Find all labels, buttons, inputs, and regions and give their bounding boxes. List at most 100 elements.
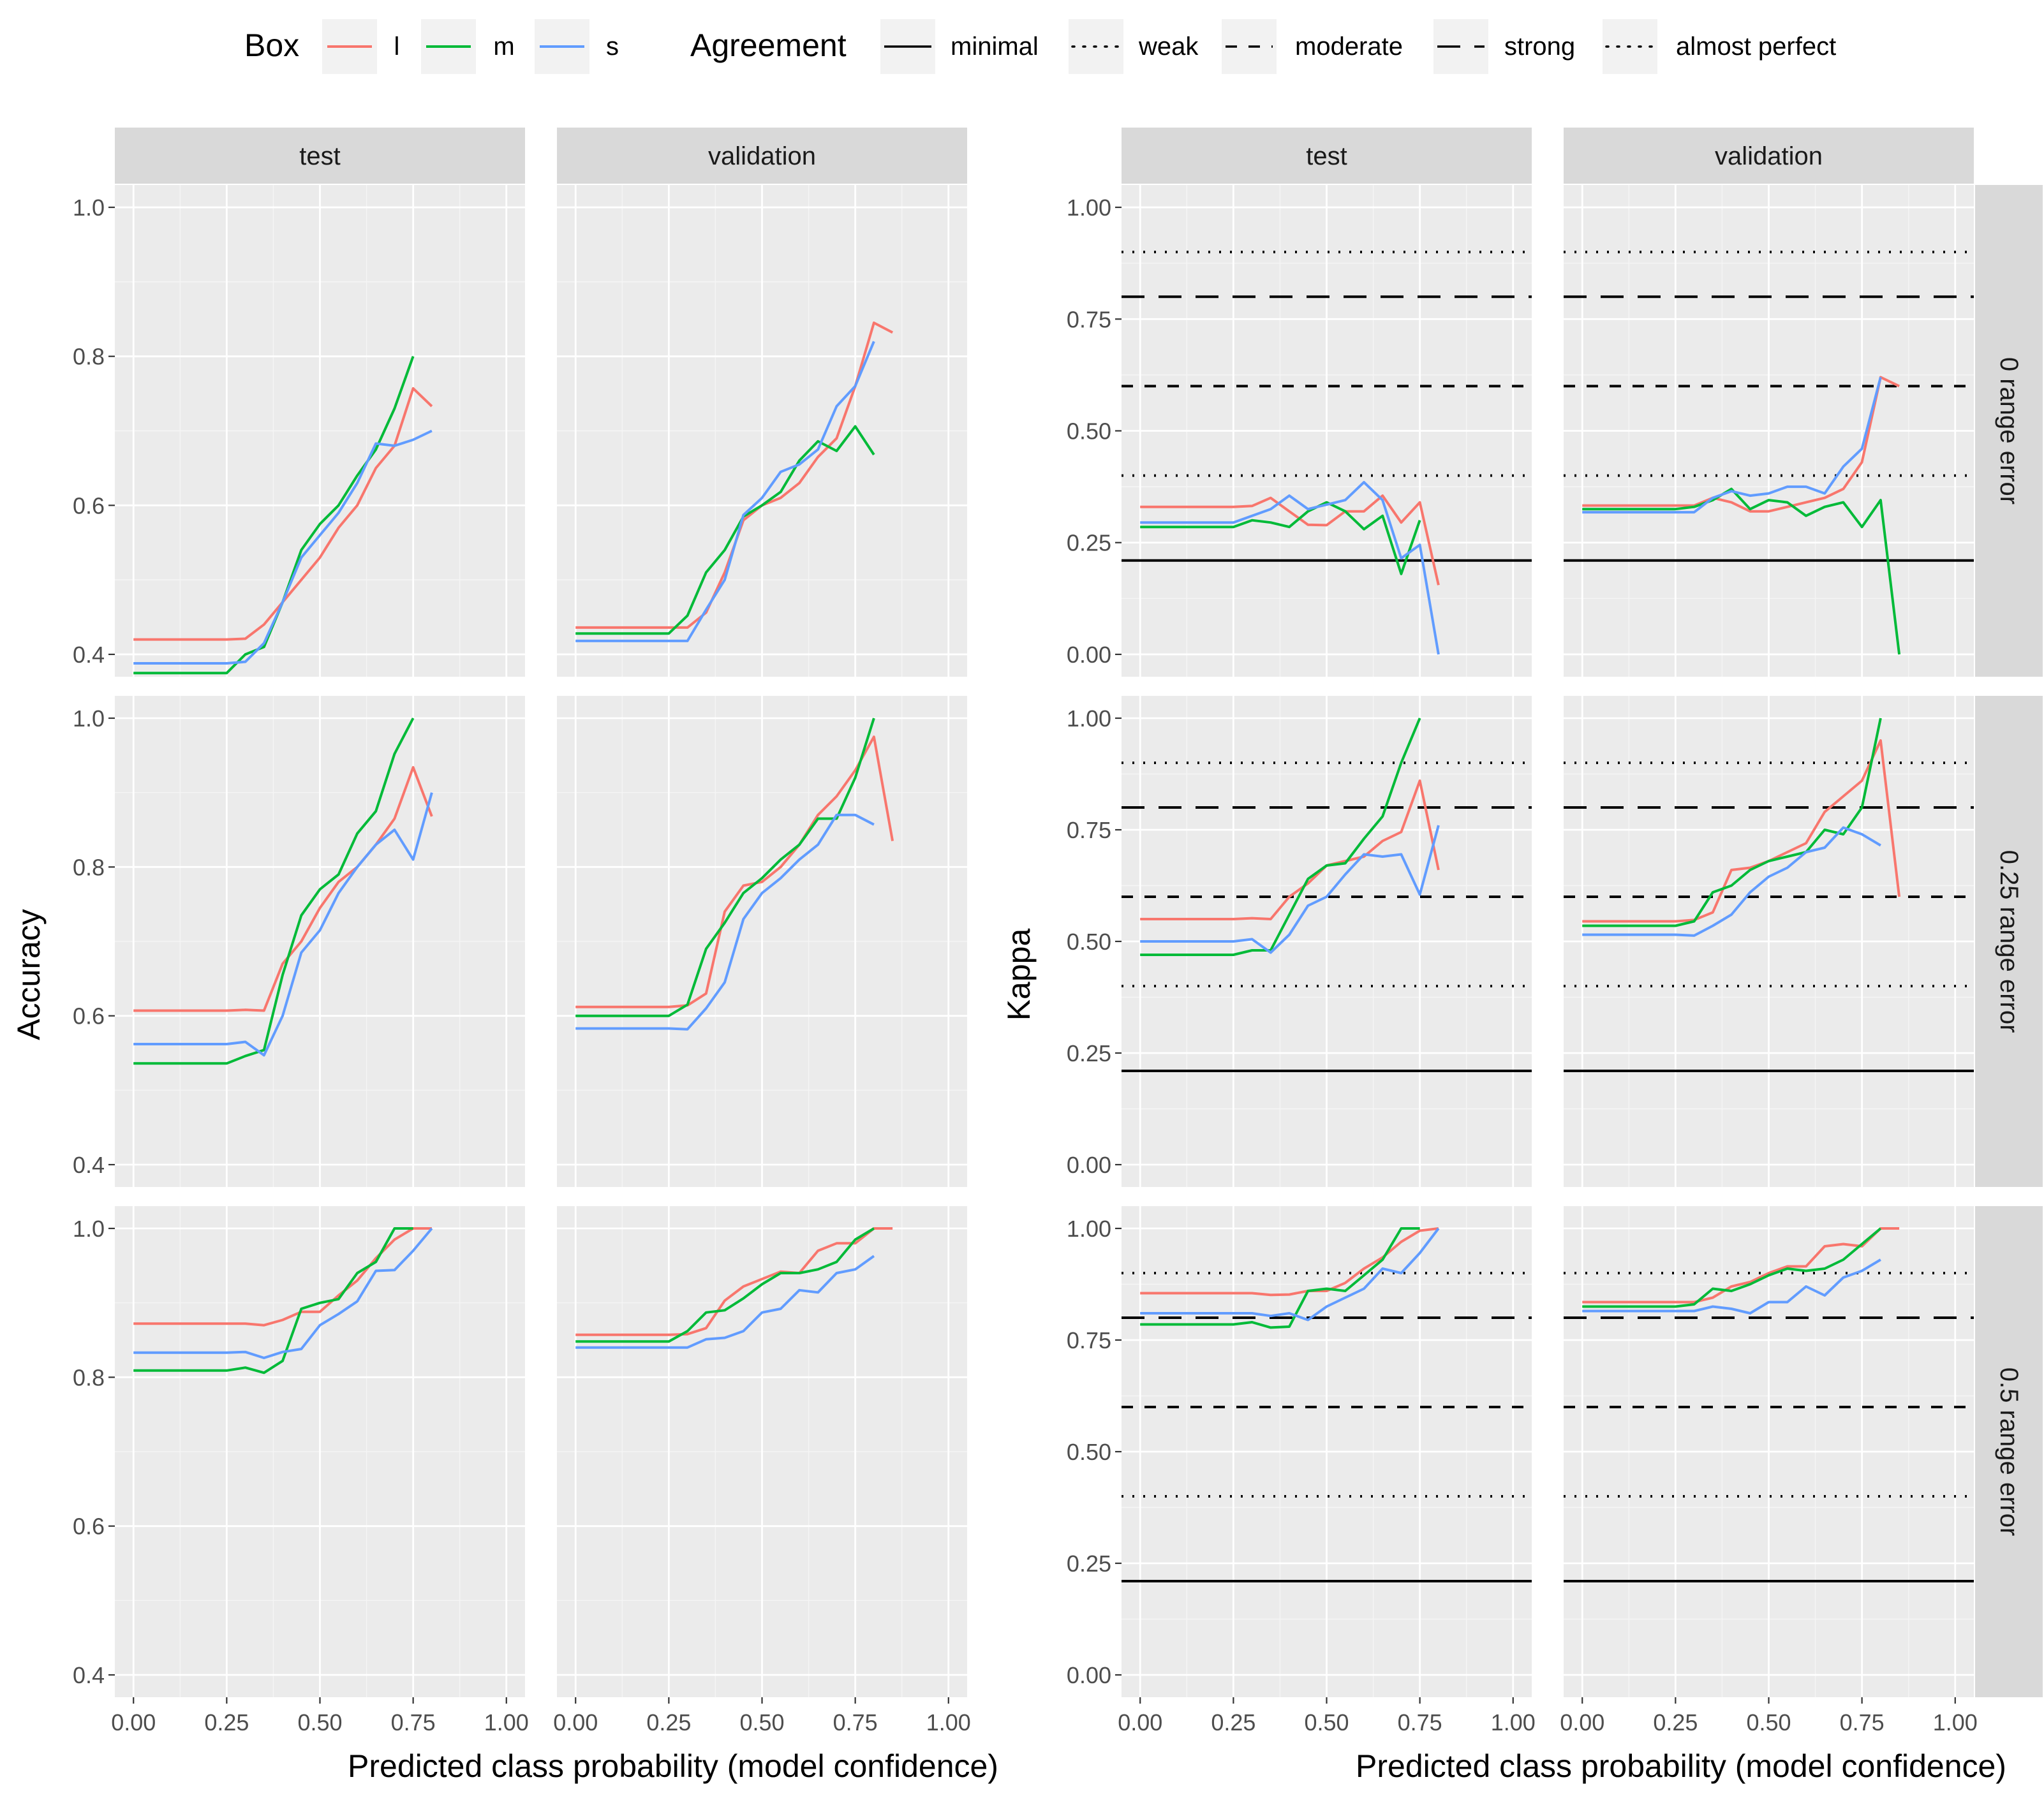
series-line-m (1582, 718, 1882, 927)
x-tick-label: 0.00 (111, 1709, 156, 1735)
panel-kappa-test-025-range-error: 0.00 0.25 0.50 0.75 1.00 (1067, 696, 1532, 1187)
y-tick-label: 0.50 (1067, 418, 1111, 445)
series-line-s (1140, 1227, 1440, 1322)
y-tick-label: 0.50 (1067, 1439, 1111, 1465)
row-strip-label: 0.25 range error (1995, 850, 2023, 1033)
series-line-l (1140, 1227, 1439, 1297)
series-line-m (1582, 487, 1901, 655)
series-line-s (133, 792, 433, 1057)
y-tick-label: 1.00 (1067, 195, 1111, 221)
series-line-s (575, 1255, 875, 1349)
y-tick-label: 0.6 (73, 1514, 105, 1540)
y-tick-label: 0.75 (1067, 306, 1111, 332)
series-line-l (1140, 779, 1440, 920)
y-tick-label: 0.4 (73, 1662, 105, 1688)
right-y-axis-title: Kappa (1001, 929, 1037, 1021)
series-line-l (575, 735, 894, 1008)
x-tick-label: 0.50 (739, 1709, 784, 1735)
series-line-s (133, 429, 433, 665)
x-tick-label: 0.75 (833, 1709, 878, 1735)
series-line-m (575, 1227, 875, 1343)
series-line-s (133, 1227, 433, 1359)
panel-accuracy-test-025-range-error: 0.4 0.6 0.8 1.0 (73, 696, 525, 1187)
x-tick-label: 0.50 (1304, 1709, 1349, 1735)
panel-kappa-validation-025-range-error: 0.25 range error (1564, 696, 2043, 1187)
series-line-m (133, 718, 415, 1065)
x-tick-label: 0.00 (1118, 1709, 1162, 1735)
row-strip-label: 0.5 range error (1995, 1367, 2023, 1536)
series-line-m (1140, 501, 1421, 575)
panel-kappa-test-05-range-error: 0.00 0.25 0.50 0.75 1.00 0.00 0.25 0.50 0.75 1.00 (1067, 1206, 1536, 1735)
series-line-l (1582, 1227, 1900, 1304)
x-tick-label: 0.25 (1211, 1709, 1255, 1735)
x-tick-label: 0.75 (1840, 1709, 1885, 1735)
x-tick-label: 1.00 (926, 1709, 971, 1735)
y-tick-label: 0.6 (73, 492, 105, 519)
left-x-axis-title: Predicted class probability (model confi… (348, 1748, 998, 1784)
y-tick-label: 0.25 (1067, 530, 1111, 556)
row-strip (1975, 1206, 2043, 1697)
column-strip (115, 128, 525, 184)
y-tick-label: 0.4 (73, 642, 105, 668)
series-line-s (1582, 826, 1881, 937)
panel-accuracy-validation-0-range-error: validation (557, 128, 967, 677)
x-tick-label: 0.25 (204, 1709, 249, 1735)
y-tick-label: 0.6 (73, 1003, 105, 1029)
panel-accuracy-test-0-range-error: test 0.4 0.6 0.8 1.0 (73, 128, 525, 677)
x-tick-label: 1.00 (484, 1709, 529, 1735)
y-tick-label: 0.00 (1067, 1662, 1111, 1688)
panel-accuracy-validation-025-range-error (557, 696, 967, 1187)
x-tick-label: 0.75 (1398, 1709, 1442, 1735)
row-strip-label: 0 range error (1995, 357, 2023, 505)
x-tick-label: 0.00 (1560, 1709, 1604, 1735)
legend-label-moderate: moderate (1295, 33, 1403, 61)
series-line-l (133, 766, 433, 1012)
series-line-s (1140, 825, 1440, 954)
y-tick-label: 0.8 (73, 1364, 105, 1390)
x-tick-label: 0.75 (391, 1709, 436, 1735)
panel-kappa-test-0-range-error: test 0.00 0.25 0.50 0.75 1.00 (1067, 128, 1532, 677)
series-line-s (1140, 481, 1440, 655)
y-tick-label: 0.75 (1067, 817, 1111, 843)
legend-label-l: l (394, 33, 400, 61)
series-line-s (1582, 376, 1882, 514)
column-strip (557, 128, 967, 184)
column-strip-label: test (299, 142, 340, 170)
panel-kappa-validation-05-range-error: 0.5 range error 0.00 0.25 0.50 0.75 1.00 (1560, 1206, 2043, 1735)
column-strip (1122, 128, 1532, 184)
y-tick-label: 0.25 (1067, 1551, 1111, 1577)
series-line-s (575, 341, 875, 642)
y-tick-label: 0.50 (1067, 929, 1111, 955)
column-strip-label: validation (708, 142, 816, 170)
series-line-l (1140, 494, 1440, 586)
series-line-l (575, 1227, 893, 1336)
x-tick-label: 1.00 (1491, 1709, 1536, 1735)
series-line-m (575, 718, 875, 1017)
panel-accuracy-validation-05-range-error: 0.00 0.25 0.50 0.75 1.00 (553, 1206, 971, 1735)
legend-agreement-title: Agreement (690, 27, 847, 63)
legend-label-strong: strong (1504, 33, 1575, 61)
y-tick-label: 1.00 (1067, 1216, 1111, 1242)
y-tick-label: 1.00 (1067, 705, 1111, 732)
x-tick-label: 0.25 (646, 1709, 691, 1735)
y-tick-label: 0.4 (73, 1152, 105, 1178)
x-tick-label: 0.50 (297, 1709, 342, 1735)
panel-accuracy-test-05-range-error: 0.4 0.6 0.8 1.0 0.00 0.25 0.50 0.75 1.00 (73, 1206, 529, 1735)
y-tick-label: 0.75 (1067, 1327, 1111, 1353)
y-tick-label: 1.0 (73, 195, 105, 221)
y-tick-label: 0.8 (73, 854, 105, 880)
row-strip (1975, 696, 2043, 1187)
series-line-m (133, 1227, 413, 1374)
y-tick-label: 0.00 (1067, 1152, 1111, 1178)
x-tick-label: 0.00 (553, 1709, 598, 1735)
x-tick-label: 1.00 (1933, 1709, 1978, 1735)
series-line-l (1582, 739, 1901, 923)
series-line-m (1140, 1227, 1420, 1329)
y-tick-label: 1.0 (73, 1216, 105, 1242)
panel-kappa-validation-0-range-error: validation 0 range error (1564, 128, 2043, 677)
legend-label-almost-perfect: almost perfect (1676, 33, 1836, 61)
y-tick-label: 1.0 (73, 705, 105, 732)
legend-label-weak: weak (1138, 33, 1199, 61)
legend-label-s: s (606, 33, 619, 61)
